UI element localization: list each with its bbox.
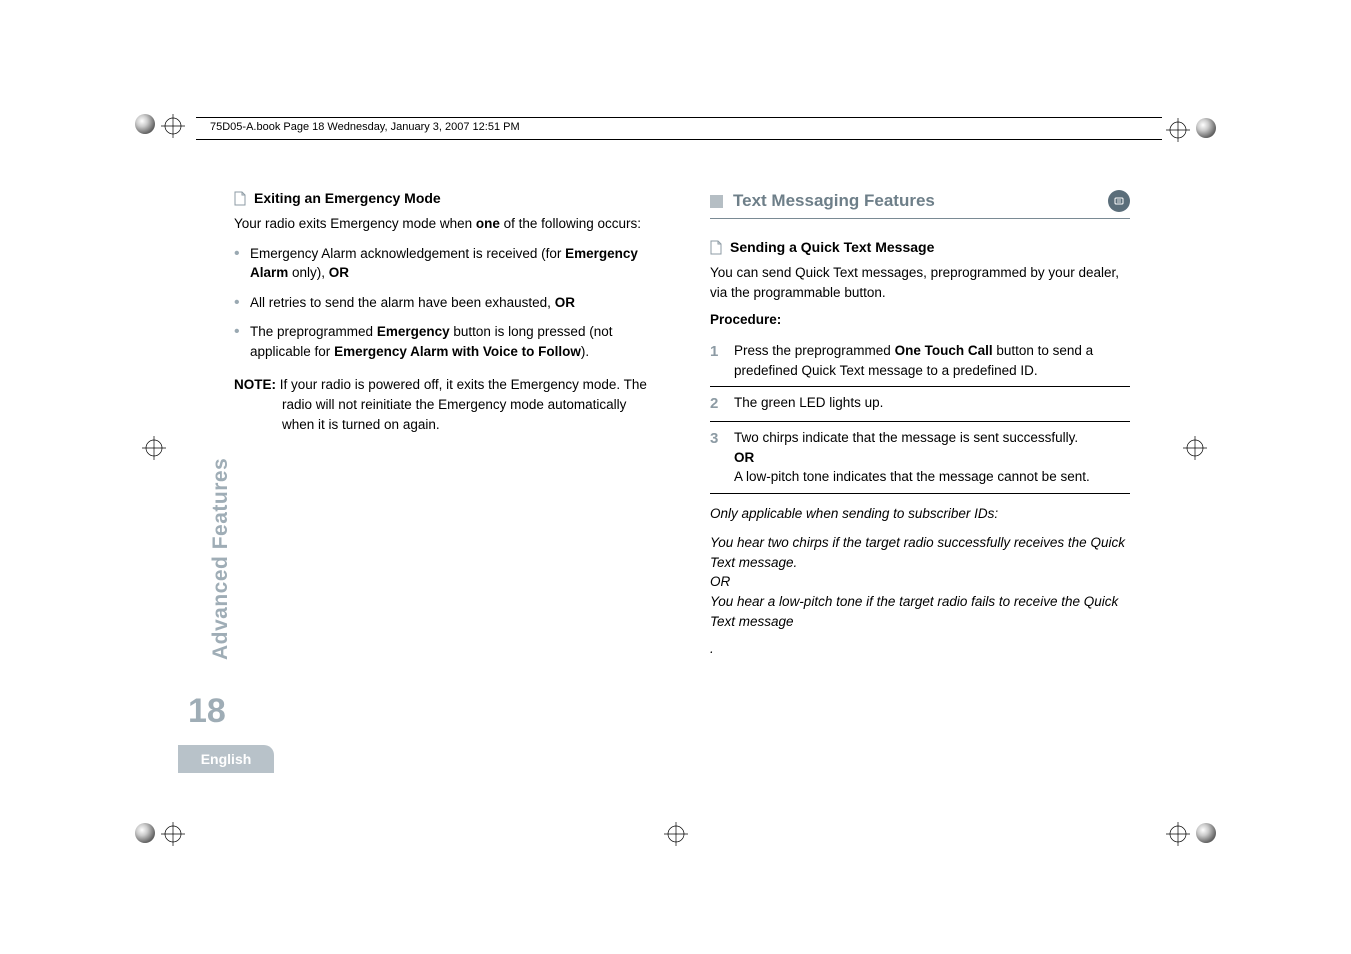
- note-block: NOTE: If your radio is powered off, it e…: [234, 375, 654, 434]
- intro-pre: Your radio exits Emergency mode when: [234, 216, 476, 231]
- step-text: Press the preprogrammed One Touch Call b…: [734, 341, 1130, 380]
- page-icon: [234, 191, 246, 206]
- left-title-row: Exiting an Emergency Mode: [234, 190, 654, 206]
- print-sphere-tl: [135, 114, 155, 134]
- procedure-label: Procedure:: [710, 312, 1130, 327]
- sidebar-vertical-label: Advanced Features: [209, 458, 233, 660]
- italic-dot: .: [710, 641, 1130, 656]
- page-icon: [710, 240, 722, 255]
- feature-header: Text Messaging Features: [710, 190, 1130, 219]
- left-column: Exiting an Emergency Mode Your radio exi…: [234, 190, 654, 656]
- right-subtitle-row: Sending a Quick Text Message: [710, 239, 1130, 255]
- step-item: 2 The green LED lights up.: [710, 387, 1130, 422]
- list-item: The preprogrammed Emergency button is lo…: [234, 322, 654, 361]
- print-cross-left: [142, 436, 166, 460]
- step-number: 2: [710, 393, 724, 415]
- print-cross-br: [1166, 822, 1190, 846]
- page-number: 18: [188, 692, 226, 731]
- step-number: 1: [710, 341, 724, 380]
- language-tab: English: [178, 745, 274, 773]
- left-bullet-list: Emergency Alarm acknowledgement is recei…: [234, 244, 654, 362]
- list-item: All retries to send the alarm have been …: [234, 293, 654, 313]
- feature-square-icon: [710, 195, 723, 208]
- right-intro: You can send Quick Text messages, prepro…: [710, 263, 1130, 302]
- content-area: Exiting an Emergency Mode Your radio exi…: [234, 190, 1130, 656]
- left-intro: Your radio exits Emergency mode when one…: [234, 214, 654, 234]
- step-text: The green LED lights up.: [734, 393, 883, 415]
- print-cross-tl: [161, 114, 185, 138]
- header-top-line: [196, 117, 1162, 118]
- step-item: 1 Press the preprogrammed One Touch Call…: [710, 335, 1130, 387]
- print-cross-bm: [664, 822, 688, 846]
- print-sphere-br: [1196, 823, 1216, 843]
- list-item: Emergency Alarm acknowledgement is recei…: [234, 244, 654, 283]
- note-label: NOTE:: [234, 377, 276, 392]
- italic-note-1: Only applicable when sending to subscrib…: [710, 504, 1130, 524]
- left-section-title: Exiting an Emergency Mode: [254, 190, 441, 206]
- header-scope-text: 75D05-A.book Page 18 Wednesday, January …: [210, 121, 520, 133]
- print-sphere-tr: [1196, 118, 1216, 138]
- print-cross-right: [1183, 436, 1207, 460]
- step-text: Two chirps indicate that the message is …: [734, 428, 1090, 487]
- step-number: 3: [710, 428, 724, 487]
- print-sphere-bl: [135, 823, 155, 843]
- feature-badge-icon: [1108, 190, 1130, 212]
- print-cross-tr: [1166, 118, 1190, 142]
- intro-bold: one: [476, 216, 500, 231]
- feature-title: Text Messaging Features: [733, 191, 1098, 211]
- print-cross-bl: [161, 822, 185, 846]
- note-text: If your radio is powered off, it exits t…: [276, 377, 647, 431]
- italic-note-2: You hear two chirps if the target radio …: [710, 533, 1130, 631]
- intro-post: of the following occurs:: [500, 216, 641, 231]
- right-column: Text Messaging Features Sending a Quick …: [710, 190, 1130, 656]
- header-bottom-line: [196, 139, 1162, 140]
- steps-list: 1 Press the preprogrammed One Touch Call…: [710, 335, 1130, 494]
- right-sub-title: Sending a Quick Text Message: [730, 239, 934, 255]
- step-item: 3 Two chirps indicate that the message i…: [710, 422, 1130, 494]
